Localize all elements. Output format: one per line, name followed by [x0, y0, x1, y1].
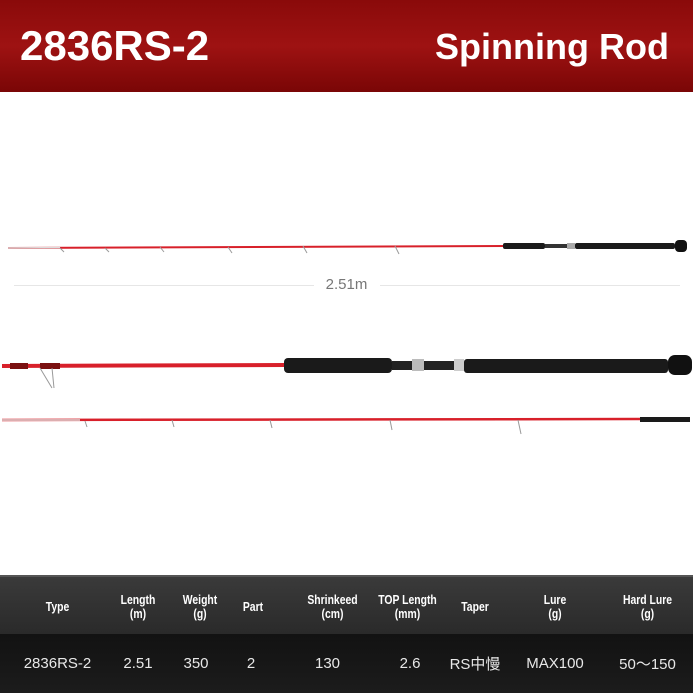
header-type: Type [45, 598, 70, 614]
header-taper: Taper [461, 598, 489, 614]
product-type: Spinning Rod [435, 26, 669, 67]
length-line-left [14, 285, 314, 286]
cell-shrinked: 130 [314, 655, 341, 672]
spec-table-header: Type Length (m) Weight (g) Part Shrinkee… [0, 575, 693, 634]
header-length: Length (m) [120, 591, 156, 621]
tip-section-image [1, 417, 690, 435]
cell-top-length: 2.6 [399, 655, 421, 672]
header-lure: Lure (g) [543, 591, 567, 621]
butt-section-image [1, 355, 692, 389]
spec-table: Type Length (m) Weight (g) Part Shrinkee… [0, 575, 693, 693]
title-banner: 2836RS-2 Spinning Rod [0, 0, 693, 92]
header-weight: Weight (g) [182, 591, 218, 621]
cell-part: 2 [246, 655, 256, 672]
header-hard-lure: Hard Lure (g) [622, 591, 673, 621]
length-label: 2.51m [325, 276, 368, 293]
cell-taper: RS中慢 [449, 656, 501, 673]
cell-lure: MAX100 [526, 655, 584, 672]
header-shrinked: Shrinkeed (cm) [307, 591, 358, 621]
header-top-length: TOP Length (mm) [378, 591, 437, 621]
assembled-rod-image [7, 240, 687, 255]
spec-table-row: 2836RS-2 2.51 350 2 130 2.6 RS中慢 MAX100 … [0, 634, 693, 693]
length-line-right [380, 285, 680, 286]
model-name: 2836RS-2 [20, 22, 210, 69]
cell-length: 2.51 [123, 655, 153, 672]
header-part: Part [242, 598, 264, 614]
cell-hard-lure: 50～150 [619, 656, 676, 673]
cell-type: 2836RS-2 [23, 655, 92, 672]
cell-weight: 350 [183, 655, 209, 672]
